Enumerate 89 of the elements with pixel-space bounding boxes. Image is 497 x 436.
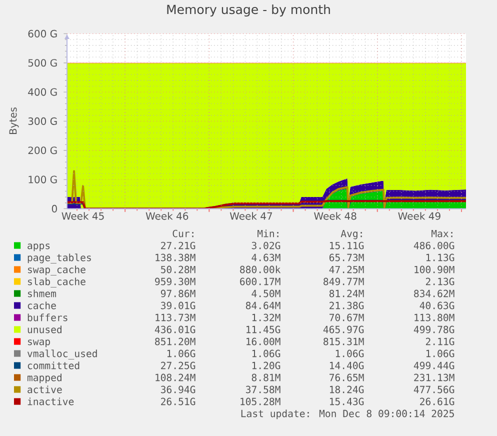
y-axis-title: Bytes [9, 107, 19, 134]
text: 2.11G [426, 338, 454, 346]
text: 499.78G [414, 326, 454, 334]
y-tick-label: 0 [52, 204, 57, 212]
text: 1.32M [252, 314, 280, 322]
text: 600.17M [240, 278, 280, 286]
text: 4.63M [252, 254, 280, 262]
chart-title: Memory usage - by month [167, 4, 330, 17]
text: 50.28M [161, 266, 196, 274]
text: 21.38G [330, 302, 364, 310]
text: 1.06G [426, 350, 454, 358]
text: 499.44G [414, 362, 454, 370]
text: 76.65M [330, 374, 364, 382]
text: 849.77M [324, 278, 364, 286]
legend-label: swap [28, 340, 50, 348]
text: 15.11G [330, 242, 364, 250]
text: 108.24M [156, 374, 196, 382]
text: 84.64M [246, 302, 280, 310]
text: Max: [432, 230, 452, 238]
legend-label: swap_cache [28, 266, 86, 276]
x-tick-label: Week 45 [62, 212, 104, 220]
text: 100.90M [414, 266, 454, 274]
text: 14.40G [330, 362, 364, 370]
text: 880.00k [240, 266, 281, 274]
text: 16.00M [246, 338, 280, 346]
text: 834.62M [414, 290, 454, 298]
text: 1.20G [252, 362, 280, 370]
text: 26.61G [420, 398, 454, 406]
text: 27.25G [161, 362, 196, 370]
y-tick-label: 100 G [28, 176, 57, 184]
text: Avg: [340, 230, 362, 240]
legend-label: committed [28, 362, 80, 370]
text: Min: [258, 230, 278, 238]
y-tick-label: 200 G [28, 146, 57, 154]
legend-label: mapped [28, 374, 62, 384]
y-tick-label: 600 G [28, 30, 57, 38]
legend-label: page_tables [28, 254, 91, 264]
legend-label: buffers [28, 314, 68, 322]
text: Cur: [172, 230, 194, 238]
text: 231.13M [414, 374, 454, 382]
text: 65.73M [329, 254, 364, 262]
text: 8.81M [252, 374, 280, 382]
text: 18.24G [330, 386, 364, 394]
text: 4.50M [252, 290, 280, 298]
text: 1.06G [252, 350, 280, 358]
text: 15.43G [330, 398, 364, 406]
text: 1.13G [426, 254, 454, 262]
legend-label: shmem [28, 290, 56, 298]
text: 81.24M [329, 290, 364, 298]
text: 465.97G [323, 326, 364, 334]
text: 26.51G [161, 398, 196, 406]
text: 105.28M [240, 398, 280, 406]
text: 11.45G [246, 326, 280, 334]
text: 815.31M [324, 338, 364, 346]
legend-label: inactive [28, 398, 74, 406]
x-tick-label: Week 48 [314, 212, 356, 220]
legend-label: slab_cache [28, 278, 86, 288]
text: 47.25M [329, 266, 364, 274]
text: 1.06G [167, 350, 196, 358]
text: 113.73M [156, 314, 196, 322]
text: 40.63G [420, 302, 454, 310]
x-tick-label: Week 47 [230, 212, 272, 220]
text: 1.06G [336, 350, 364, 358]
x-tick-label: Week 46 [146, 212, 188, 220]
y-tick-label: 500 G [28, 59, 57, 67]
legend-label: apps [28, 244, 50, 252]
text: 138.38M [156, 254, 196, 262]
text: 486.00G [414, 242, 454, 250]
text: 113.80M [414, 314, 454, 322]
text: 477.56G [414, 386, 454, 394]
text: 70.67M [330, 314, 364, 322]
legend-label: cache [28, 302, 56, 310]
text: 97.86M [160, 290, 196, 298]
text: 851.20M [155, 338, 196, 346]
text: 37.58M [246, 386, 280, 394]
text: 39.01G [160, 302, 196, 310]
text: 3.02G [252, 242, 280, 250]
y-tick-label: 300 G [28, 117, 57, 125]
x-tick-label: Week 49 [398, 212, 440, 220]
text: 36.94G [160, 386, 196, 394]
text: 2.13G [426, 278, 454, 286]
legend-label: vmalloc_used [27, 350, 97, 360]
legend-label: active [28, 386, 62, 394]
legend-label: unused [28, 326, 62, 334]
y-tick-label: 400 G [28, 88, 57, 96]
text: 436.01G [154, 326, 196, 334]
text: Last update: Mon Dec 8 09:00:14 2025 [241, 410, 454, 420]
text: 959.30M [155, 278, 196, 286]
text: 27.21G [161, 242, 196, 250]
